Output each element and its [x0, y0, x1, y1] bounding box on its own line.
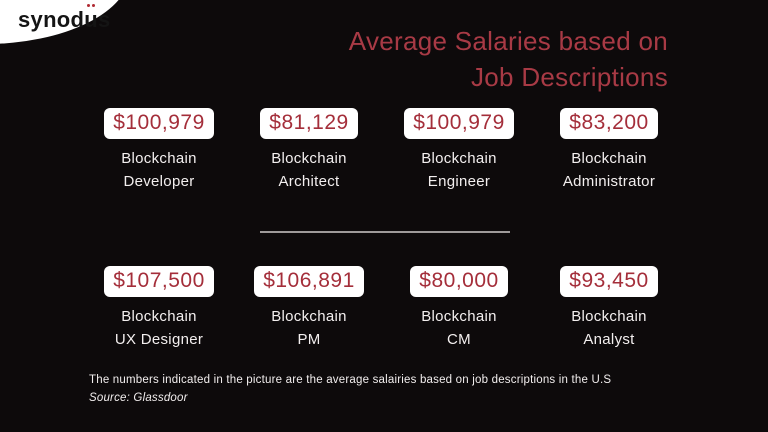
job-title-line: CM — [447, 331, 471, 348]
logo-text-start: synod — [18, 7, 85, 32]
salary-card-developer: $100,979 Blockchain Developer — [84, 108, 234, 193]
logo-text-end: s — [98, 7, 111, 32]
salary-card-cm: $80,000 Blockchain CM — [384, 266, 534, 351]
salary-card-pm: $106,891 Blockchain PM — [234, 266, 384, 351]
job-title-line: Blockchain — [571, 150, 647, 167]
salary-cards-row-1: $100,979 Blockchain Developer $81,129 Bl… — [84, 108, 684, 193]
job-title-line: Blockchain — [271, 150, 347, 167]
footnote-text: The numbers indicated in the picture are… — [89, 374, 612, 386]
job-title: Blockchain Engineer — [384, 147, 534, 193]
job-title-line: Blockchain — [121, 308, 197, 325]
title-line-1: Average Salaries based on — [348, 26, 668, 56]
source-text: Source: Glassdoor — [89, 392, 188, 404]
job-title: Blockchain Administrator — [534, 147, 684, 193]
salary-card-engineer: $100,979 Blockchain Engineer — [384, 108, 534, 193]
job-title-line: Administrator — [562, 173, 656, 190]
job-title-line: Blockchain — [421, 308, 497, 325]
salary-value: $106,891 — [254, 266, 364, 297]
umlaut-dots-icon — [87, 4, 96, 7]
salary-value: $107,500 — [104, 266, 214, 297]
job-title-line: Blockchain — [271, 308, 347, 325]
job-title-line: UX Designer — [114, 331, 204, 348]
salary-card-administrator: $83,200 Blockchain Administrator — [534, 108, 684, 193]
job-title: Blockchain UX Designer — [84, 305, 234, 351]
logo-umlaut-letter: u — [84, 4, 98, 33]
job-title-line: Architect — [278, 173, 340, 190]
job-title-line: Blockchain — [421, 150, 497, 167]
job-title: Blockchain Architect — [234, 147, 384, 193]
footnote: The numbers indicated in the picture are… — [89, 371, 611, 407]
salary-value: $80,000 — [410, 266, 508, 297]
job-title: Blockchain CM — [384, 305, 534, 351]
salary-value: $100,979 — [404, 108, 514, 139]
job-title-line: Engineer — [427, 173, 491, 190]
salary-card-analyst: $93,450 Blockchain Analyst — [534, 266, 684, 351]
salary-value: $100,979 — [104, 108, 214, 139]
job-title-line: Blockchain — [571, 308, 647, 325]
row-divider — [260, 231, 510, 233]
job-title-line: PM — [297, 331, 321, 348]
job-title: Blockchain Analyst — [534, 305, 684, 351]
title-line-2: Job Descriptions — [471, 62, 668, 92]
job-title-line: Blockchain — [121, 150, 197, 167]
page-title: Average Salaries based on Job Descriptio… — [349, 23, 668, 95]
salary-card-architect: $81,129 Blockchain Architect — [234, 108, 384, 193]
salary-cards-row-2: $107,500 Blockchain UX Designer $106,891… — [84, 266, 684, 351]
salary-value: $93,450 — [560, 266, 658, 297]
salary-value: $83,200 — [560, 108, 658, 139]
job-title-line: Developer — [123, 173, 195, 190]
salary-card-ux-designer: $107,500 Blockchain UX Designer — [84, 266, 234, 351]
synodus-logo: synodu s — [18, 4, 111, 33]
salary-value: $81,129 — [260, 108, 358, 139]
job-title-line: Analyst — [583, 331, 635, 348]
job-title: Blockchain Developer — [84, 147, 234, 193]
job-title: Blockchain PM — [234, 305, 384, 351]
